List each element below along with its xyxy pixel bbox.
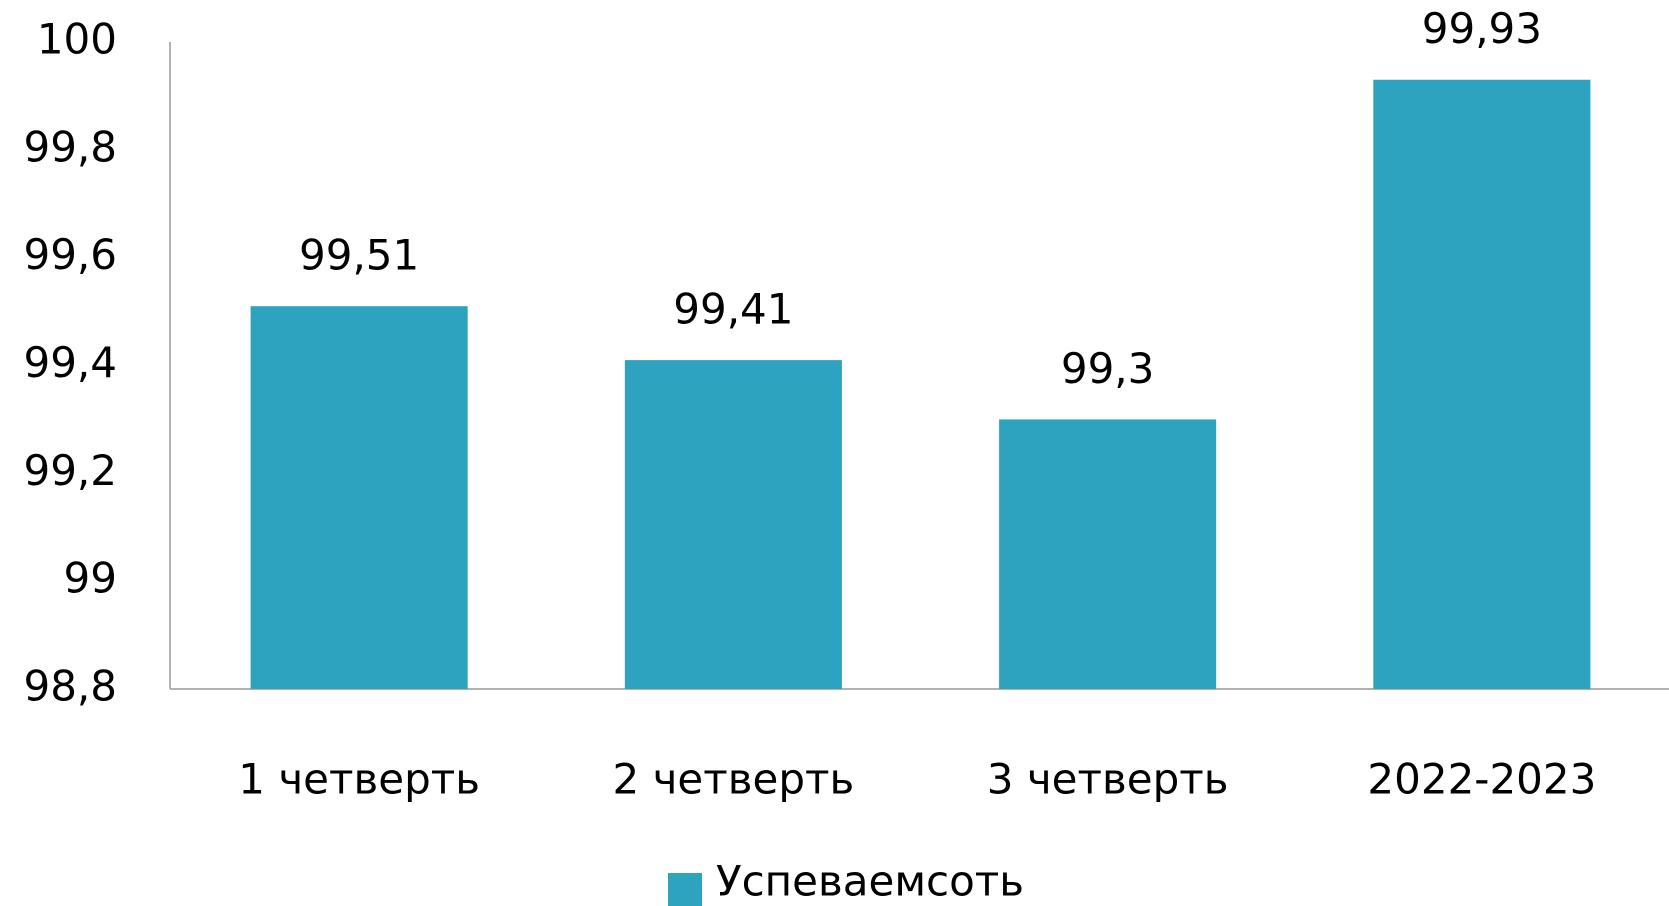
bar <box>250 306 468 689</box>
bar <box>999 419 1217 689</box>
y-tick-label: 99 <box>64 554 117 603</box>
x-tick-label: 2022-2023 <box>1367 755 1596 804</box>
legend-label: Успеваемсоть <box>716 857 1024 906</box>
x-tick-label: 3 четверть <box>987 755 1229 804</box>
value-label: 99,41 <box>673 285 793 334</box>
value-label: 99,93 <box>1422 4 1542 53</box>
bar <box>1373 79 1591 689</box>
x-tick-label: 2 четверть <box>613 755 855 804</box>
bar <box>624 360 842 689</box>
value-label: 99,3 <box>1061 344 1155 393</box>
y-tick-label: 99,8 <box>23 122 117 171</box>
y-tick-label: 99,6 <box>23 230 117 279</box>
value-label: 99,51 <box>299 231 419 280</box>
y-tick-label: 100 <box>37 15 117 64</box>
x-tick-label: 1 четверть <box>238 755 480 804</box>
y-tick-label: 99,4 <box>23 338 117 387</box>
legend-swatch <box>668 873 702 906</box>
y-tick-label: 98,8 <box>23 662 117 711</box>
y-tick-label: 99,2 <box>23 446 117 495</box>
